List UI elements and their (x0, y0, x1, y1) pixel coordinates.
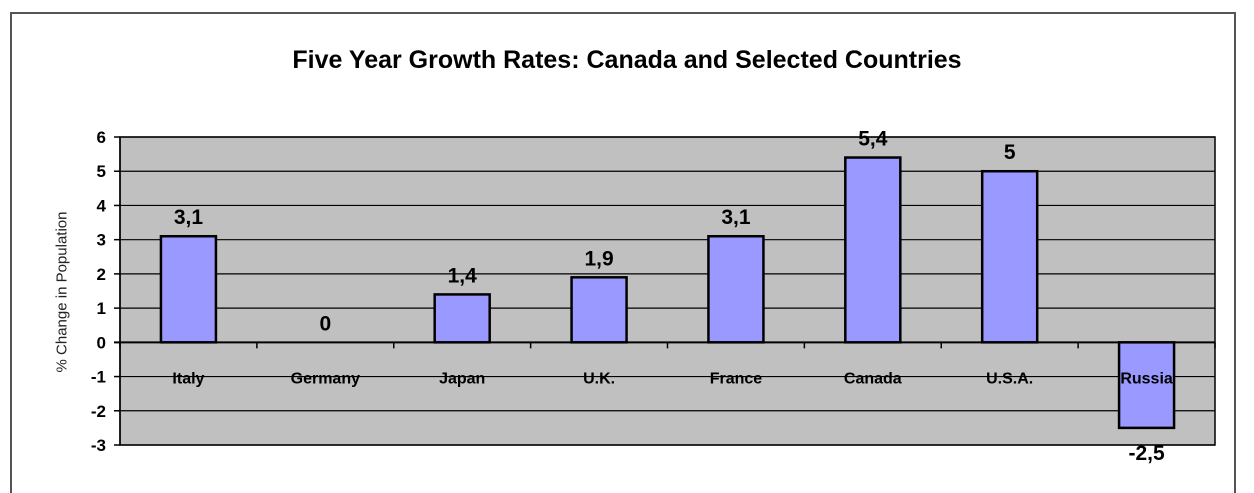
plot-area (119, 136, 1216, 446)
data-label: -2,5 (1128, 442, 1165, 465)
y-tick-label: 1 (97, 299, 106, 318)
data-label: 3,1 (721, 206, 751, 229)
data-label: 1,9 (584, 247, 613, 270)
bar (980, 169, 1039, 344)
y-axis: 6 5 4 3 2 1 0 -1 -2 -3 (91, 128, 121, 455)
category-label: U.K. (583, 371, 615, 388)
category-label: Germany (291, 371, 360, 388)
y-tick-label: -2 (91, 402, 106, 421)
y-tick-label: -1 (91, 368, 106, 387)
category-label: Canada (844, 371, 902, 388)
bar (159, 234, 218, 344)
y-tick-label: 5 (97, 162, 106, 181)
data-labels: 3,1 0 1,4 1,9 3,1 5,4 5 -2,5 (174, 128, 1165, 465)
data-label: 5,4 (858, 128, 888, 151)
y-tick-label: 2 (97, 265, 106, 284)
y-tick-label: 4 (97, 196, 107, 215)
data-label: 0 (319, 312, 331, 335)
category-label: France (710, 371, 763, 388)
y-tick-label: 3 (97, 231, 106, 250)
category-label: U.S.A. (986, 371, 1033, 388)
bar (433, 293, 491, 344)
chart-frame (10, 12, 1236, 493)
category-label: Japan (439, 371, 485, 388)
category-labels: Italy Germany Japan U.K. France Canada U.S.A. R… (172, 371, 1172, 388)
y-tick-label: 6 (97, 128, 106, 147)
bar (570, 276, 628, 344)
data-label: 3,1 (174, 206, 204, 229)
chart-title: Five Year Growth Rates: Canada and Selec… (292, 46, 962, 74)
bar (707, 234, 765, 344)
data-label: 1,4 (448, 264, 478, 287)
category-label: Russia (1120, 371, 1173, 388)
category-label: Italy (172, 371, 204, 388)
y-tick-label: -3 (91, 436, 106, 455)
y-tick-label: 0 (97, 333, 106, 352)
bar (844, 156, 902, 344)
x-axis (114, 341, 1216, 349)
bar (1117, 341, 1176, 430)
data-label: 5 (1004, 141, 1016, 164)
